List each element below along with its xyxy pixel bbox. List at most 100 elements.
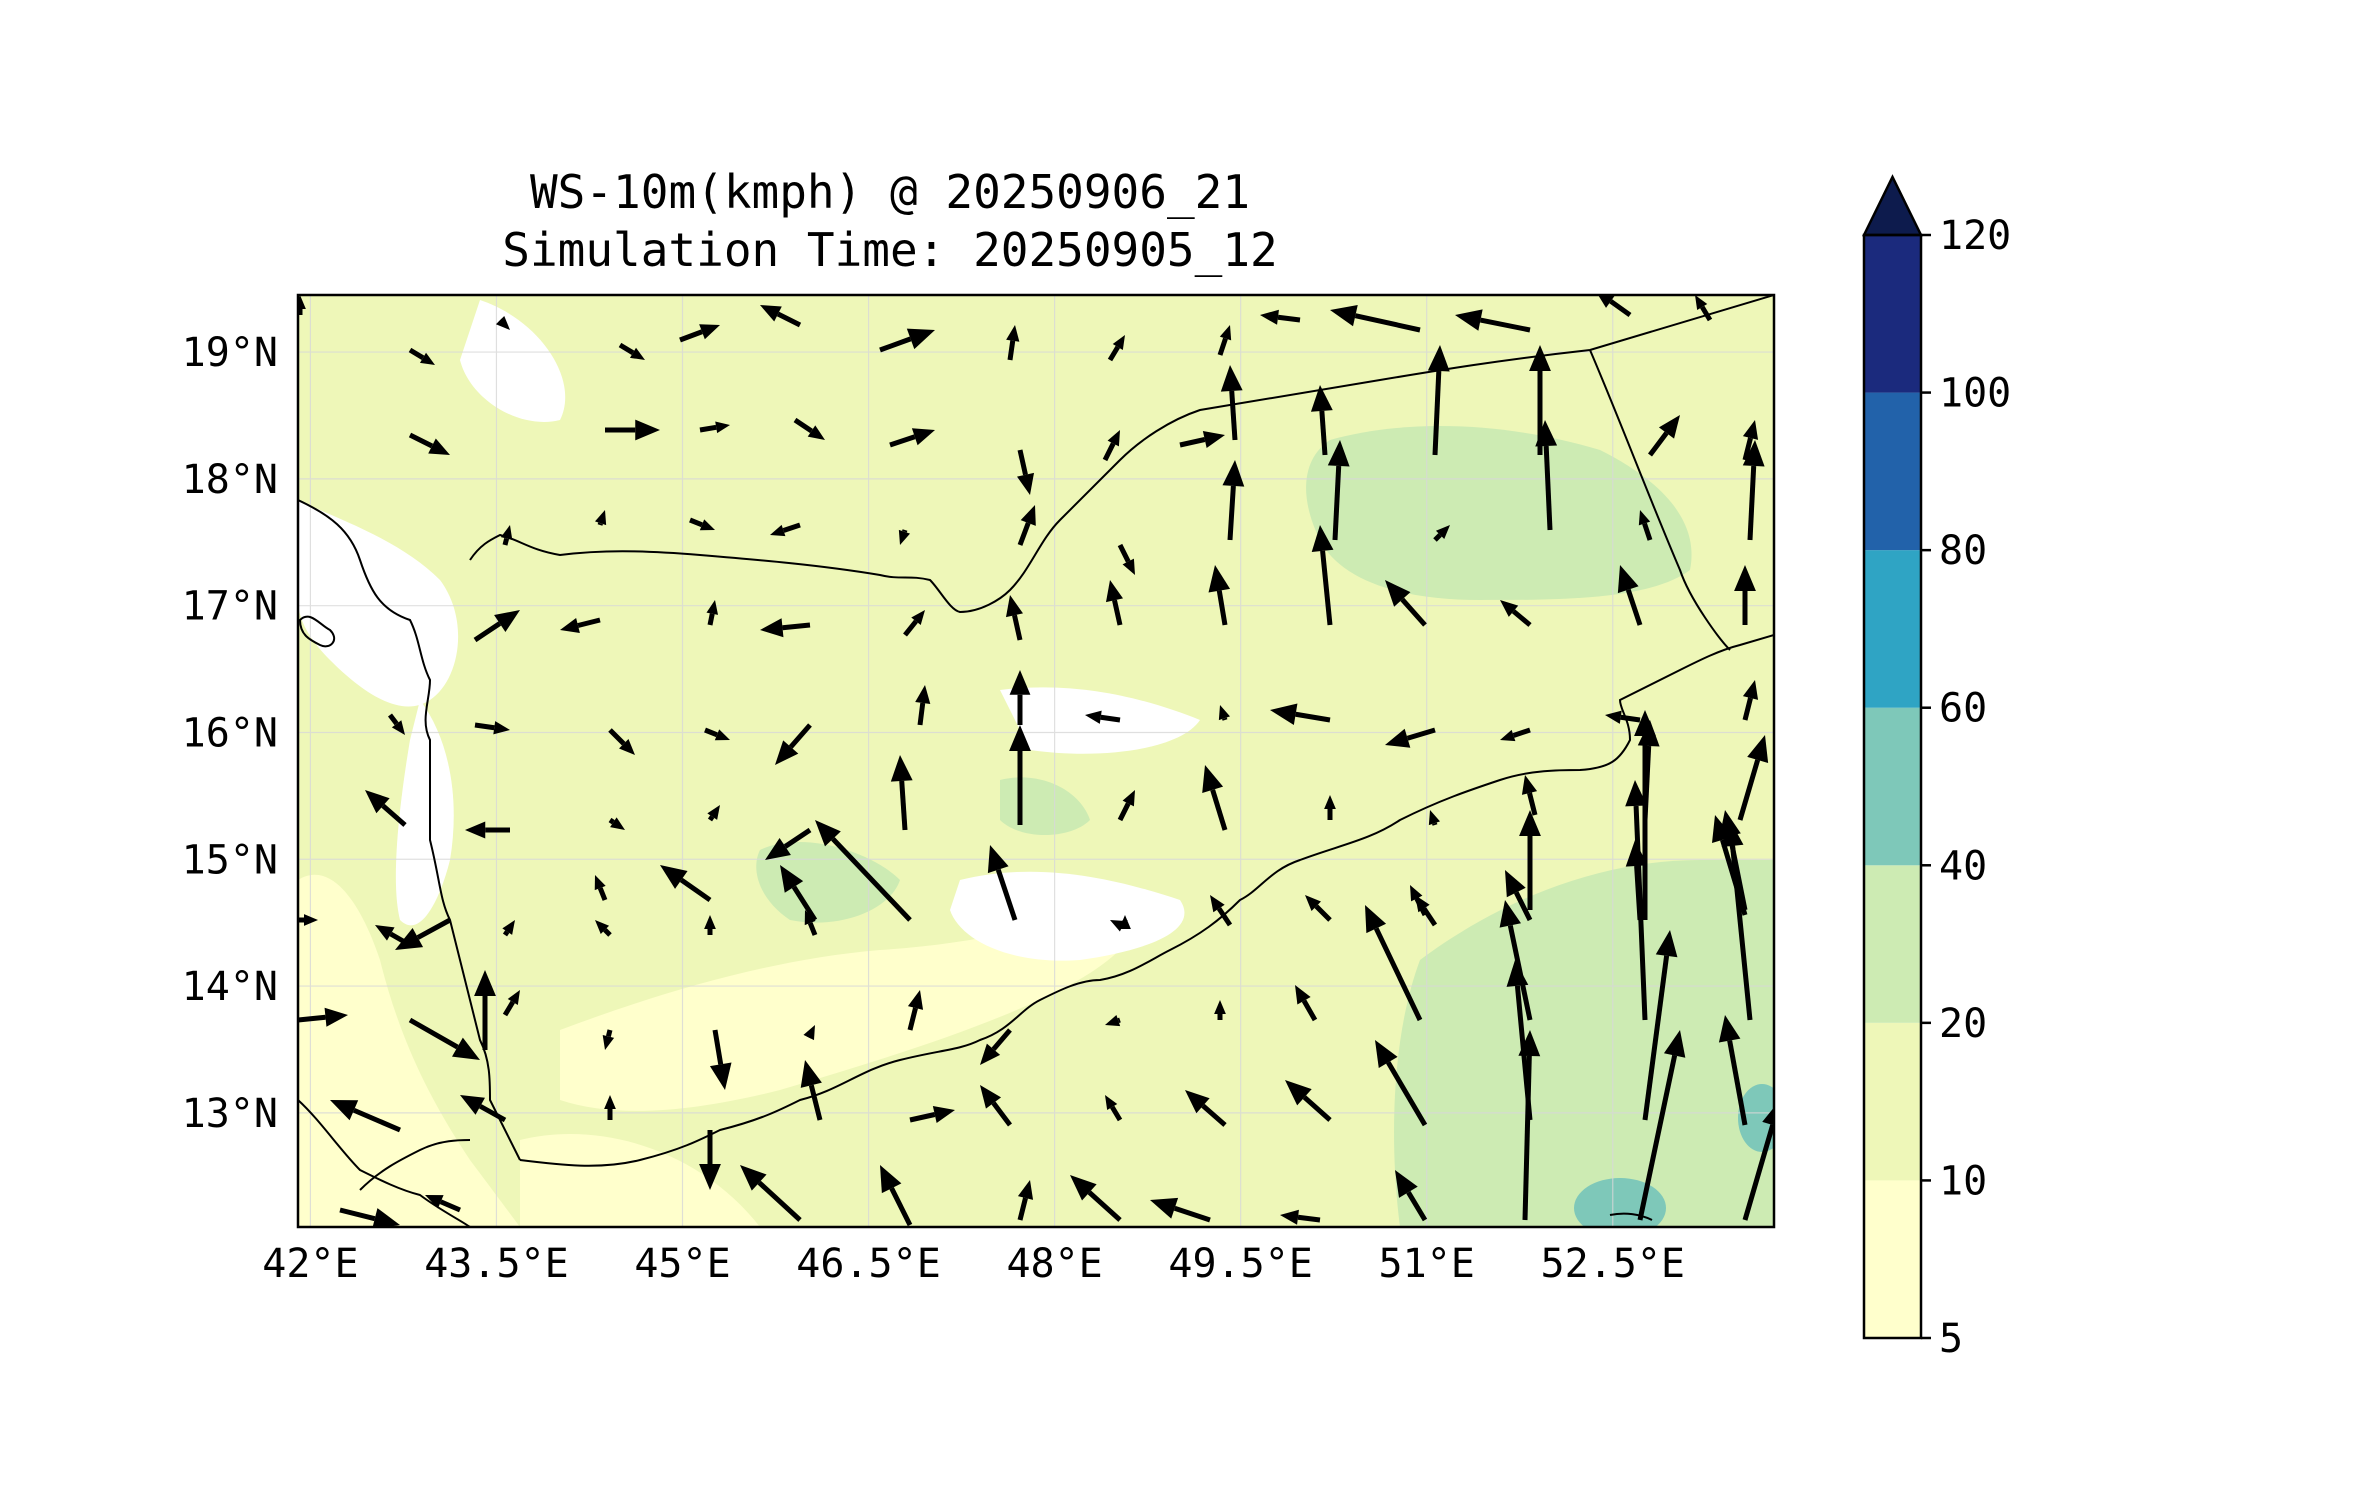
wind-vector-arrow-icon bbox=[1217, 325, 1232, 356]
wind-vector-arrow-icon bbox=[594, 875, 608, 901]
wind-vector-arrow-icon bbox=[1222, 460, 1245, 541]
longitude-axis: 42°E 43.5°E 45°E 46.5°E 48°E 49.5°E 51°E 52.5°E bbox=[262, 1241, 1685, 1287]
wind-vector-arrow-icon bbox=[1179, 430, 1225, 449]
wind-vector-arrow-icon bbox=[699, 421, 730, 434]
wind-vector-arrow-icon bbox=[775, 723, 812, 765]
wind-vector-arrow-icon bbox=[502, 990, 520, 1017]
wind-vector-arrow-icon bbox=[1311, 525, 1334, 626]
low-wind-region-coast bbox=[560, 900, 1137, 1111]
wind-vector-arrow-icon bbox=[1220, 365, 1243, 441]
wind-vector-arrow-icon bbox=[1214, 1000, 1226, 1020]
lon-tick-label: 52.5°E bbox=[1541, 1241, 1686, 1287]
colorbar-tick-label: 20 bbox=[1939, 1001, 1987, 1047]
map-frame bbox=[296, 293, 1776, 1229]
wind-vector-arrow-icon bbox=[1105, 580, 1124, 626]
wind-vector-arrow-icon bbox=[1310, 385, 1333, 456]
lat-tick-label: 13°N bbox=[182, 1091, 278, 1137]
wind-vector-arrow-icon bbox=[375, 925, 412, 948]
calm-patch-red-sea bbox=[298, 500, 459, 707]
lon-tick-label: 51°E bbox=[1379, 1241, 1475, 1287]
wind-vector-arrow-icon bbox=[1637, 1030, 1686, 1221]
wind-vector-arrow-icon bbox=[339, 1207, 400, 1227]
wind-vector-arrow-icon bbox=[495, 315, 510, 330]
wind-vector-arrow-icon bbox=[365, 790, 407, 827]
map-panel: 42°E 43.5°E 45°E 46.5°E 48°E 49.5°E 51°E 52.5°E… bbox=[182, 293, 1776, 1287]
island-farasan bbox=[298, 615, 336, 648]
wind-vector-arrow-icon bbox=[460, 1095, 507, 1123]
wind-vector-arrow-icon bbox=[604, 1095, 616, 1120]
wind-vector-arrow-icon bbox=[1625, 780, 1648, 1021]
wind-vector-arrow-icon bbox=[298, 295, 306, 315]
wind-vector-field bbox=[298, 295, 1774, 1227]
colorbar-segment bbox=[1864, 865, 1921, 1023]
wind-vector-arrow-icon bbox=[1070, 1175, 1122, 1222]
colorbar-frame bbox=[1862, 233, 1923, 1340]
lon-tick-label: 46.5°E bbox=[796, 1241, 941, 1287]
wind-vector-arrow-icon bbox=[298, 1007, 348, 1027]
wind-vector-arrow-icon bbox=[706, 600, 719, 626]
wind-vector-arrow-icon bbox=[1521, 775, 1538, 816]
wind-vector-arrow-icon bbox=[1365, 905, 1423, 1022]
wind-vector-arrow-icon bbox=[1017, 505, 1036, 546]
wind-vector-arrow-icon bbox=[1150, 1197, 1211, 1223]
lat-tick-label: 14°N bbox=[182, 964, 278, 1010]
wind-vector-arrow-icon bbox=[1500, 727, 1531, 742]
moderate-wind-region-southeast bbox=[1394, 860, 1774, 1227]
wind-vector-arrow-icon bbox=[1734, 565, 1756, 625]
wind-vector-arrow-icon bbox=[803, 1025, 815, 1041]
wind-vector-arrow-icon bbox=[595, 920, 612, 937]
wind-vector-arrow-icon bbox=[1385, 580, 1427, 627]
wind-vector-arrow-icon bbox=[889, 428, 935, 448]
wind-vector-arrow-icon bbox=[1427, 345, 1450, 456]
wind-vector-arrow-icon bbox=[760, 618, 811, 638]
wind-vector-arrow-icon bbox=[1327, 440, 1350, 541]
wind-vector-arrow-icon bbox=[1009, 725, 1031, 825]
wind-vector-arrow-icon bbox=[425, 1195, 461, 1213]
wind-vector-arrow-icon bbox=[815, 820, 912, 922]
wind-vector-arrow-icon bbox=[880, 1165, 913, 1227]
lat-tick-label: 15°N bbox=[182, 837, 278, 883]
wind-vector-arrow-icon bbox=[800, 1060, 823, 1121]
wind-vector-arrow-icon bbox=[980, 1028, 1012, 1065]
colorbar-extend-triangle bbox=[1861, 174, 1924, 237]
wind-vector-arrow-icon bbox=[1742, 680, 1759, 721]
border-saudi-yemen bbox=[469, 295, 1774, 614]
colorbar-tick-label: 40 bbox=[1939, 843, 1987, 889]
wind-vector-arrow-icon bbox=[1742, 1107, 1774, 1221]
wind-vector-arrow-icon bbox=[1202, 765, 1228, 831]
wind-vector-arrow-icon bbox=[1280, 1209, 1321, 1225]
wind-vector-arrow-icon bbox=[915, 685, 931, 726]
colorbar-tick-label: 80 bbox=[1939, 528, 1987, 574]
colorbar-segment bbox=[1864, 707, 1921, 866]
wind-vector-arrow-icon bbox=[560, 617, 601, 634]
coastlines-and-borders bbox=[298, 295, 1774, 1227]
wind-vector-arrow-icon bbox=[1210, 895, 1233, 927]
wind-vector-arrow-icon bbox=[1105, 1095, 1123, 1122]
calm-patch-tihama bbox=[395, 700, 454, 926]
lat-tick-label: 18°N bbox=[182, 457, 278, 503]
lon-tick-label: 48°E bbox=[1006, 1241, 1102, 1287]
wind-vector-arrow-icon bbox=[909, 1105, 955, 1124]
wind-vector-arrow-icon bbox=[1518, 1030, 1541, 1221]
wind-vector-arrow-icon bbox=[1208, 565, 1231, 626]
lat-tick-label: 16°N bbox=[182, 710, 278, 756]
wind-vector-arrow-icon bbox=[1695, 295, 1713, 322]
colorbar-tick-label: 5 bbox=[1939, 1316, 1963, 1362]
wind-vector-arrow-icon bbox=[1642, 930, 1678, 1121]
map-subtitle: Simulation Time: 20250905_12 bbox=[502, 223, 1278, 277]
wind-vector-arrow-icon bbox=[1742, 420, 1759, 461]
low-wind-region-south bbox=[520, 1133, 760, 1227]
lon-tick-label: 49.5°E bbox=[1168, 1241, 1313, 1287]
wind-vector-arrow-icon bbox=[793, 417, 825, 440]
latitude-axis: 19°N 18°N 17°N 16°N 15°N 14°N 13°N bbox=[182, 330, 278, 1137]
wind-vector-arrow-icon bbox=[1285, 1080, 1332, 1122]
wind-vector-arrow-icon bbox=[689, 517, 715, 531]
wind-vector-arrow-icon bbox=[704, 915, 716, 935]
wind-vector-arrow-icon bbox=[605, 419, 660, 441]
wind-vector-arrow-icon bbox=[1107, 335, 1125, 362]
strong-wind-patch-east bbox=[1738, 1084, 1774, 1152]
coastline-ethiopia-border bbox=[359, 1139, 471, 1191]
wind-vector-arrow-icon bbox=[1385, 727, 1436, 748]
strong-wind-patch-southeast bbox=[1574, 1178, 1666, 1227]
wind-vector-arrow-icon bbox=[1634, 710, 1656, 920]
